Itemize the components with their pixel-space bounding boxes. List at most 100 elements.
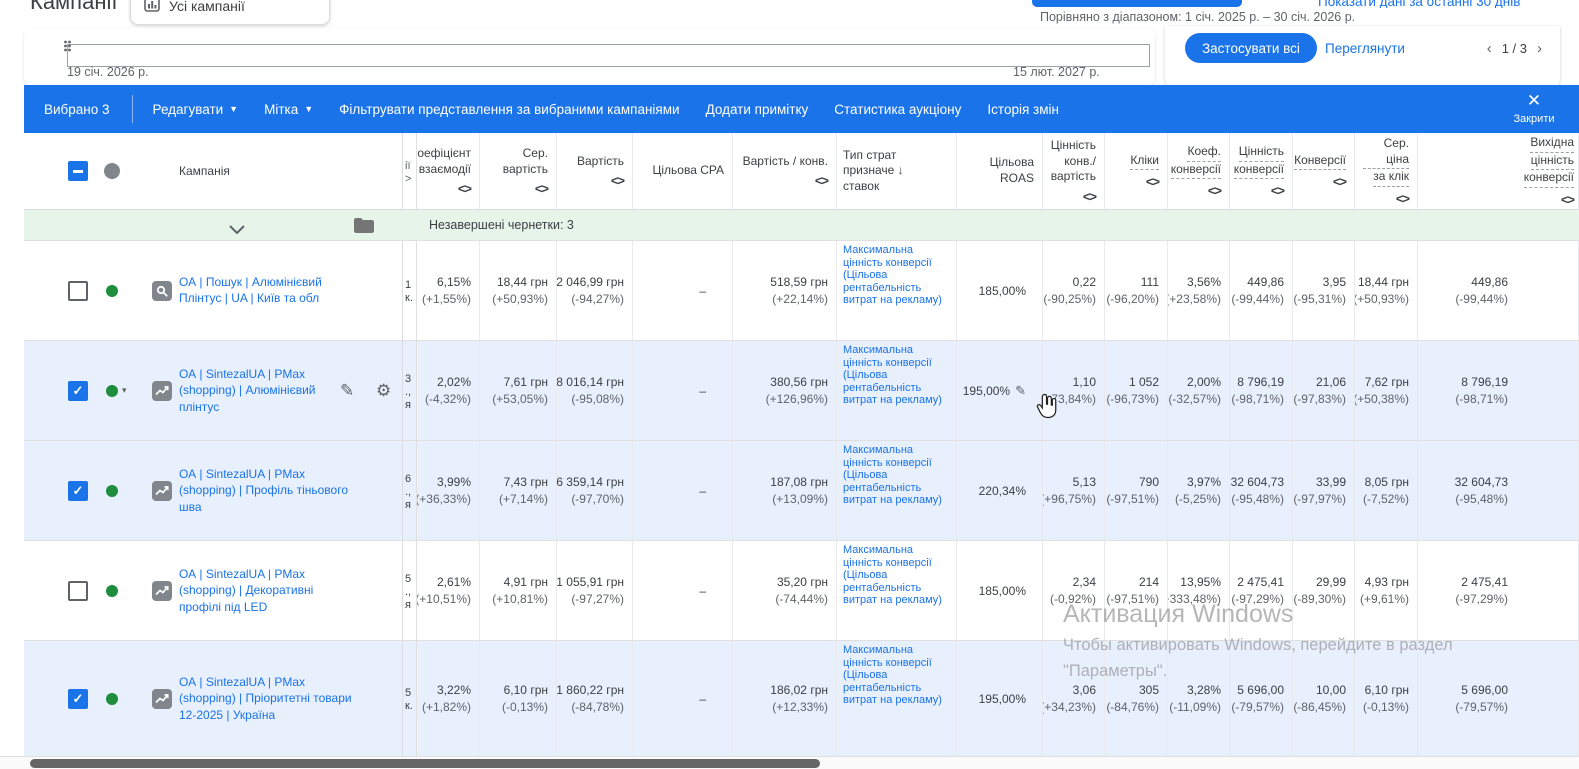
cell-cost: 8 016,14 грн (-95,08%) [557,341,633,440]
column-header-conversions[interactable]: Конверсії <> [1293,133,1355,209]
cell-conv_value_per_cost: 2,34 (-0,92%) [1043,541,1105,640]
campaign-name-link[interactable]: ОА | SintezalUA | PMax (shopping) | Проф… [179,466,349,514]
cell-out_conv_value: 32 604,73 (-95,48%) [1418,441,1579,540]
pagination: ‹ 1 / 3 › [1487,33,1542,63]
edit-target-roas-icon[interactable]: ✎ [1015,382,1026,398]
cell-interaction: 3,22% (+1,82%) [417,641,480,756]
row-checkbox[interactable] [68,580,88,601]
row-checkbox[interactable]: ✓ [68,380,88,401]
bid-strategy-link[interactable]: Максимальна цінність конверсії (Цільова … [843,644,942,706]
column-header-bid_strategy_type[interactable]: Тип страт призначе ↓ ставок [837,133,957,209]
status-enabled-icon[interactable] [106,284,118,297]
status-enabled-icon[interactable] [106,484,118,497]
table-header-row: Кампанія ії > Коефіцієнтвзаємодії<>Сер.в… [24,133,1579,210]
sort-icon[interactable]: <> [1082,188,1097,204]
timeline-range-slider[interactable] [67,44,1150,67]
sort-icon[interactable]: <> [1207,183,1222,199]
review-button[interactable]: Переглянути [1313,33,1417,63]
select-all-checkbox[interactable] [68,161,88,181]
column-header-target_roas[interactable]: Цільова ROAS [957,133,1043,209]
group-row-label: Незавершені чернетки: 3 [429,218,574,232]
row-checkbox[interactable]: ✓ [68,688,88,709]
cell-clicks: 305 (-84,76%) [1105,641,1168,756]
sort-icon[interactable]: <> [814,173,829,189]
cell-out_conv_value: 5 696,00 (-79,57%) [1418,641,1579,756]
sort-icon[interactable]: <> [610,173,625,189]
cell-clicks: 111 (-96,20%) [1105,241,1168,340]
cell-conv_rate: 3,28% (-11,09%) [1168,641,1230,756]
cell-target_roas: 185,00% [957,541,1043,640]
status-enabled-icon[interactable] [106,384,118,397]
settings-gear-icon[interactable]: ⚙ [376,380,392,400]
column-header-interaction[interactable]: Коефіцієнтвзаємодії<> [417,133,480,209]
prev-page-icon[interactable]: ‹ [1486,39,1492,57]
column-header-target_cpa[interactable]: Цільова CPA [633,133,733,209]
cell-conversions: 21,06 (-97,83%) [1293,341,1355,440]
show-data-link[interactable]: Показати дані за останні 30 днів [1318,0,1521,8]
cell-conv_value: 8 796,19 (-98,71%) [1230,341,1293,440]
toolbar-edit-menu[interactable]: Редагувати ▼ [152,101,239,117]
sort-icon[interactable]: <> [457,181,472,197]
campaign-name-link[interactable]: ОА | SintezalUA | PMax (shopping) | Пріо… [179,674,352,722]
status-column-icon[interactable] [104,163,120,179]
campaign-cell: ✓ ▾ ОА | SintezalUA | PMax (shopping) | Ал… [24,341,403,440]
sort-icon[interactable]: <> [1145,174,1160,190]
cell-out_conv_value: 449,86 (-99,44%) [1418,241,1579,340]
toolbar-auction-insights[interactable]: Статистика аукціону [834,101,962,117]
column-header-avg_cost[interactable]: Сер. вартість <> [480,133,557,209]
sort-icon[interactable]: <> [534,181,549,197]
performance-max-icon [152,688,172,709]
status-enabled-icon[interactable] [106,584,118,597]
cell-conv_value: 2 475,41 (-97,29%) [1230,541,1293,640]
cell-interaction: 2,02% (-4,32%) [417,341,480,440]
campaign-name-link[interactable]: ОА | SintezalUA | PMax (shopping) | Деко… [179,566,314,614]
column-header-conv_rate[interactable]: Коеф. конверсії <> [1168,133,1230,209]
toolbar-change-history[interactable]: Історія змін [987,101,1059,117]
scrollbar-thumb[interactable] [30,759,820,768]
campaign-name-link[interactable]: ОА | SintezalUA | PMax (shopping) | Алюм… [179,366,316,414]
toolbar-label-menu[interactable]: Мітка ▼ [264,101,314,117]
next-page-icon[interactable]: › [1537,39,1542,57]
row-checkbox[interactable]: ✓ [68,480,88,501]
column-header-conv_value_per_cost[interactable]: Цінність конв./вартість <> [1043,133,1105,209]
status-caret-icon[interactable]: ▾ [122,385,127,395]
column-header-clicks[interactable]: Кліки <> [1105,133,1168,209]
cell-bid_strategy_type: Максимальна цінність конверсії (Цільова … [837,641,957,756]
column-header-conv_value[interactable]: Цінність конверсії <> [1230,133,1293,209]
bid-strategy-link[interactable]: Максимальна цінність конверсії (Цільова … [843,344,942,406]
column-header-cost_per_conv[interactable]: Вартість / конв. <> [733,133,837,209]
sort-icon[interactable]: <> [1270,183,1285,199]
sort-icon[interactable]: <> [1395,190,1410,206]
apply-all-button[interactable]: Застосувати всі [1185,33,1317,63]
sort-icon[interactable]: <> [1332,174,1347,190]
performance-max-icon [152,380,172,401]
column-header-cost[interactable]: Вартість <> [557,133,633,209]
campaign-name-link[interactable]: ОА | Пошук | Алюмінієвий Плінтус | UA | … [179,274,322,306]
campaign-column-label[interactable]: Кампанія [179,164,230,178]
close-icon[interactable]: ✕ [1526,91,1542,110]
page-title: Кампанії [30,0,118,14]
bid-strategy-link[interactable]: Максимальна цінність конверсії (Цільова … [843,544,942,606]
bid-strategy-link[interactable]: Максимальна цінність конверсії (Цільова … [843,444,942,506]
row-checkbox[interactable] [68,280,88,301]
sort-icon[interactable]: <> [1560,191,1575,207]
campaign-scope-selector[interactable]: Усі кампанії [130,0,330,25]
chevron-down-icon[interactable] [229,221,245,239]
drafts-group-row[interactable]: Незавершені чернетки: 3 [24,210,1579,241]
horizontal-scrollbar[interactable] [0,756,1579,769]
status-enabled-icon[interactable] [106,692,118,705]
close-selection-button[interactable]: ✕ Закрити [1503,91,1565,125]
campaign-row: ✓ ОА | SintezalUA | PMax (shopping) | Про… [24,441,1579,541]
edit-campaign-icon[interactable]: ✎ [340,380,355,400]
toolbar-add-note[interactable]: Додати примітку [705,101,809,117]
toolbar-filter-by-selected[interactable]: Фільтрувати представлення за вибраними к… [339,101,680,117]
cell-cost_per_conv: 380,56 грн (+126,96%) [733,341,837,440]
bid-strategy-link[interactable]: Максимальна цінність конверсії (Цільова … [843,244,942,306]
timeline-drag-handle-icon[interactable] [63,39,72,57]
campaign-row: ОА | SintezalUA | PMax (shopping) | Деко… [24,541,1579,641]
cell-bid_strategy_type: Максимальна цінність конверсії (Цільова … [837,541,957,640]
column-header-avg_cpc[interactable]: Сер. ціна за клік <> [1355,133,1418,209]
column-header-out_conv_value[interactable]: Вихідна цінність конверсії <> [1418,133,1579,209]
cell-conv_rate: 3,97% (-5,25%) [1168,441,1230,540]
